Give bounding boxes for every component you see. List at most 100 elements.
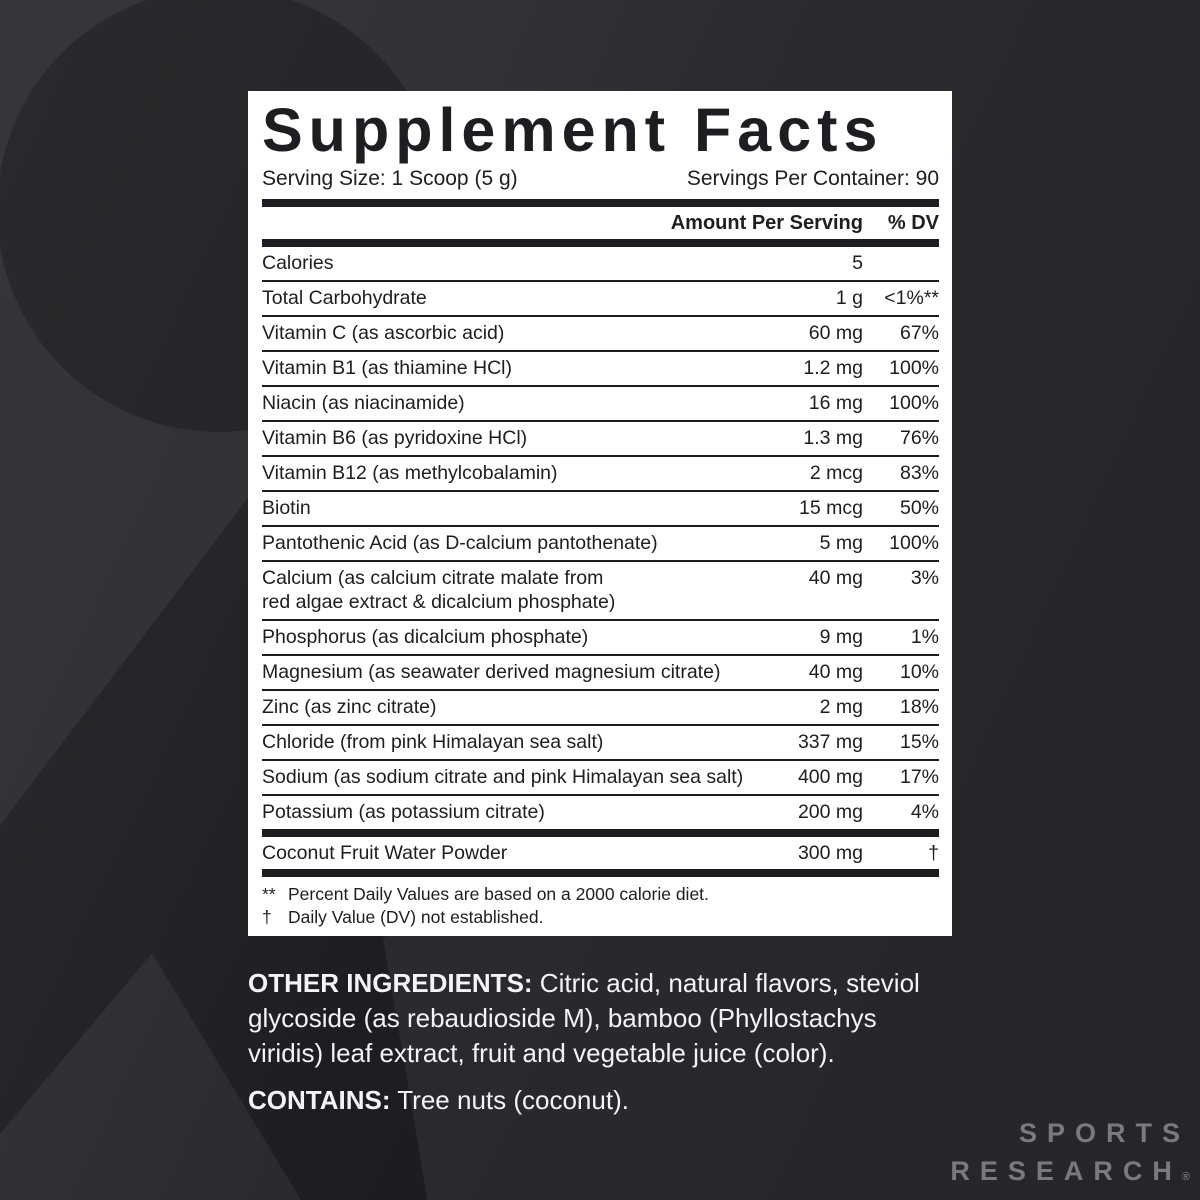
divider-thick <box>262 829 939 838</box>
brand-line-research: RESEARCH® <box>950 1156 1190 1186</box>
nutrient-name-line2: red algae extract & dicalcium phosphate) <box>262 591 616 614</box>
table-row: Vitamin C (as ascorbic acid) 60 mg 67% <box>262 317 939 353</box>
table-row: Calcium (as calcium citrate malate from r… <box>262 562 939 622</box>
footnote-daily-values: ** Percent Daily Values are based on a 2… <box>262 883 939 906</box>
nutrient-dv: <1%** <box>884 287 939 310</box>
nutrient-dv: 100% <box>889 532 939 555</box>
contains-label: CONTAINS: <box>248 1085 391 1115</box>
nutrient-amount: 60 mg <box>808 322 863 345</box>
nutrient-name: Calories <box>262 252 334 275</box>
nutrient-dv: 83% <box>899 462 939 485</box>
brand-logo: SPORTS RESEARCH® <box>950 1114 1190 1196</box>
nutrient-amount: 337 mg <box>797 731 863 754</box>
table-row: Magnesium (as seawater derived magnesium… <box>262 656 939 692</box>
table-row: Vitamin B12 (as methylcobalamin) 2 mcg 8… <box>262 457 939 493</box>
nutrient-dv: 18% <box>899 696 939 719</box>
table-row: Potassium (as potassium citrate) 200 mg … <box>262 796 939 829</box>
table-row-coconut-water: Coconut Fruit Water Powder 300 mg † <box>262 837 939 869</box>
divider-thick <box>262 199 939 208</box>
nutrient-amount: 300 mg <box>797 842 863 865</box>
nutrient-name: Biotin <box>262 497 311 520</box>
other-ingredients-paragraph: OTHER INGREDIENTS: Citric acid, natural … <box>248 966 958 1071</box>
nutrient-dv: 1% <box>910 626 939 649</box>
nutrient-name: Coconut Fruit Water Powder <box>262 842 508 865</box>
nutrient-amount: 5 <box>852 252 863 275</box>
nutrient-name: Total Carbohydrate <box>262 287 427 310</box>
nutrient-amount: 1.2 mg <box>803 357 863 380</box>
footnote-text: Daily Value (DV) not established. <box>288 907 544 928</box>
footnote-dv-not-established: † Daily Value (DV) not established. <box>262 906 939 929</box>
serving-line: Serving Size: 1 Scoop (5 g) Servings Per… <box>262 166 939 192</box>
table-row: Sodium (as sodium citrate and pink Himal… <box>262 761 939 797</box>
servings-per-container: Servings Per Container: 90 <box>686 167 939 191</box>
nutrient-name: Potassium (as potassium citrate) <box>262 801 545 824</box>
nutrient-name: Phosphorus (as dicalcium phosphate) <box>262 626 589 649</box>
nutrient-amount: 5 mg <box>819 532 863 555</box>
nutrient-amount: 200 mg <box>797 801 863 824</box>
divider-thick <box>262 239 939 248</box>
nutrient-name: Vitamin B1 (as thiamine HCl) <box>262 357 512 380</box>
table-row: Biotin 15 mcg 50% <box>262 492 939 528</box>
nutrient-name: Vitamin B6 (as pyridoxine HCl) <box>262 427 528 450</box>
table-row: Pantothenic Acid (as D-calcium pantothen… <box>262 527 939 563</box>
table-row: Phosphorus (as dicalcium phosphate) 9 mg… <box>262 621 939 657</box>
footnote-marker: ** <box>262 884 276 905</box>
table-row: Vitamin B1 (as thiamine HCl) 1.2 mg 100% <box>262 352 939 388</box>
nutrient-amount: 1 g <box>835 287 863 310</box>
nutrient-name: Chloride (from pink Himalayan sea salt) <box>262 731 604 754</box>
nutrient-amount: 2 mcg <box>809 462 863 485</box>
table-row: Vitamin B6 (as pyridoxine HCl) 1.3 mg 76… <box>262 422 939 458</box>
nutrient-dv: 15% <box>899 731 939 754</box>
registered-mark: ® <box>1181 1171 1190 1183</box>
divider-thick <box>262 869 939 878</box>
other-ingredients-text: Citric acid, natural flavors, steviol gl… <box>248 968 920 1068</box>
nutrient-dv: 100% <box>889 392 939 415</box>
nutrient-amount: 15 mcg <box>799 497 863 520</box>
table-row: Total Carbohydrate 1 g <1%** <box>262 282 939 318</box>
other-ingredients-section: OTHER INGREDIENTS: Citric acid, natural … <box>248 966 958 1118</box>
nutrient-dv: 17% <box>899 766 939 789</box>
nutrient-name: Sodium (as sodium citrate and pink Himal… <box>262 766 744 789</box>
nutrient-dv: † <box>928 842 939 865</box>
nutrient-dv: 10% <box>899 661 939 684</box>
nutrient-name: Niacin (as niacinamide) <box>262 392 465 415</box>
nutrient-dv: 76% <box>899 427 939 450</box>
nutrient-name: Calcium (as calcium citrate malate from r… <box>262 566 773 614</box>
contains-text: Tree nuts (coconut). <box>390 1085 629 1115</box>
nutrient-amount: 400 mg <box>797 766 863 789</box>
nutrient-dv: 50% <box>899 497 939 520</box>
column-header-amount: Amount Per Serving <box>670 212 863 235</box>
nutrient-name: Magnesium (as seawater derived magnesium… <box>262 661 721 684</box>
nutrient-name: Zinc (as zinc citrate) <box>262 696 437 719</box>
supplement-facts-panel: Supplement Facts Serving Size: 1 Scoop (… <box>248 91 952 936</box>
table-row: Niacin (as niacinamide) 16 mg 100% <box>262 387 939 423</box>
nutrient-dv: 3% <box>910 567 939 590</box>
nutrient-name: Vitamin B12 (as methylcobalamin) <box>262 462 558 485</box>
footnote-marker: † <box>262 907 272 928</box>
nutrient-name: Pantothenic Acid (as D-calcium pantothen… <box>262 532 658 555</box>
contains-paragraph: CONTAINS: Tree nuts (coconut). <box>248 1083 958 1118</box>
facts-rows: Calories 5 Total Carbohydrate 1 g <1%** … <box>262 247 939 829</box>
column-headers: Amount Per Serving % DV <box>262 207 939 239</box>
nutrient-amount: 9 mg <box>819 626 863 649</box>
nutrient-amount: 1.3 mg <box>803 427 863 450</box>
footnote-text: Percent Daily Values are based on a 2000… <box>288 884 709 905</box>
other-ingredients-label: OTHER INGREDIENTS: <box>248 968 533 998</box>
serving-size: Serving Size: 1 Scoop (5 g) <box>262 167 518 191</box>
brand-line-sports: SPORTS <box>1018 1118 1190 1148</box>
nutrient-dv: 100% <box>889 357 939 380</box>
nutrient-dv: 67% <box>899 322 939 345</box>
table-row: Zinc (as zinc citrate) 2 mg 18% <box>262 691 939 727</box>
nutrient-amount: 2 mg <box>819 696 863 719</box>
footnotes: ** Percent Daily Values are based on a 2… <box>262 877 939 929</box>
table-row: Calories 5 <box>262 247 939 283</box>
nutrient-dv: 4% <box>910 801 939 824</box>
column-header-dv: % DV <box>887 212 939 235</box>
panel-title: Supplement Facts <box>262 96 884 164</box>
nutrient-amount: 16 mg <box>808 392 863 415</box>
table-row: Chloride (from pink Himalayan sea salt) … <box>262 726 939 762</box>
nutrient-name: Vitamin C (as ascorbic acid) <box>262 322 505 345</box>
nutrient-amount: 40 mg <box>808 567 863 590</box>
nutrient-amount: 40 mg <box>808 661 863 684</box>
